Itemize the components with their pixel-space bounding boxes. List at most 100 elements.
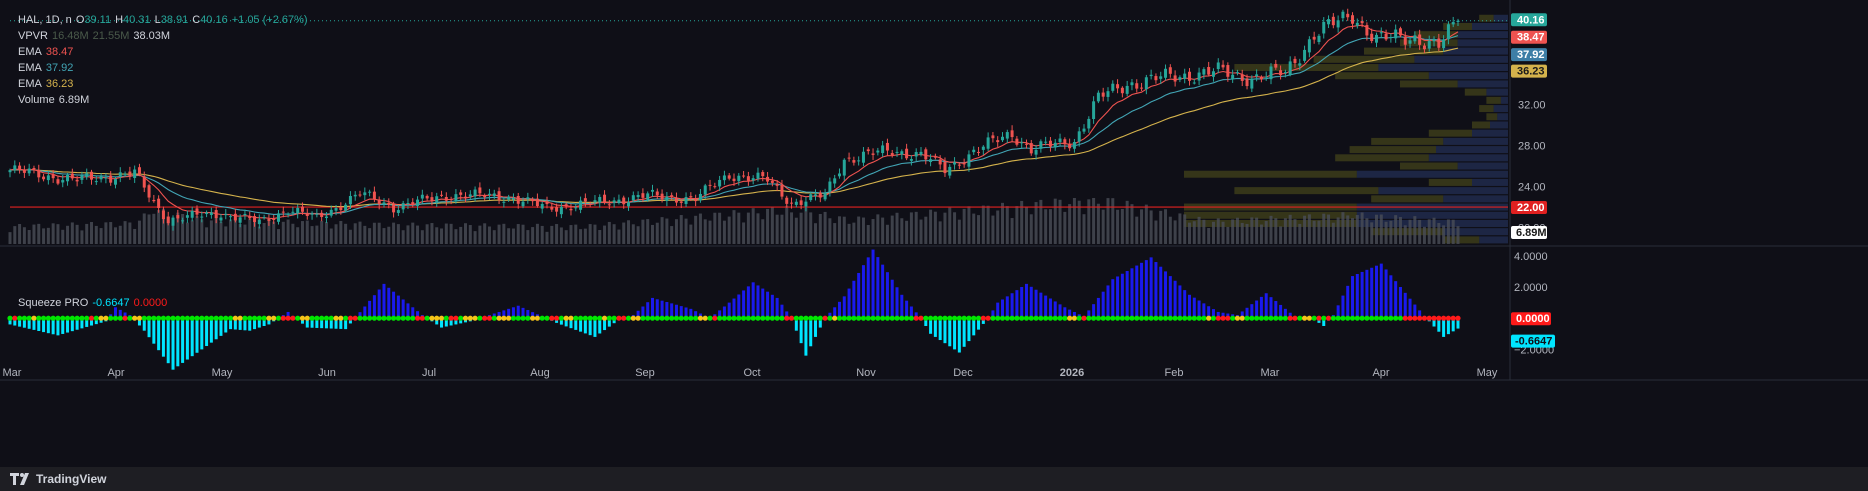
candle-body [737, 175, 741, 182]
candle-body [190, 210, 194, 218]
squeeze-dot [688, 315, 694, 321]
volume-bar [588, 224, 592, 244]
high-label: H [115, 14, 124, 26]
ema-legend-1[interactable]: EMA 38.47 [18, 46, 77, 58]
candle-body [502, 201, 506, 203]
squeeze-dot [1412, 315, 1418, 321]
squeeze-bar [766, 291, 770, 319]
candle-body [1250, 78, 1254, 89]
candle-body [1355, 22, 1359, 26]
squeeze-dot [1191, 315, 1197, 321]
volume-bar [1116, 209, 1120, 244]
candle-body [300, 206, 304, 212]
candle-body [1024, 143, 1028, 145]
squeeze-dot [410, 315, 416, 321]
volume-bar [655, 222, 659, 244]
candle-body [70, 173, 74, 179]
volume-bar [243, 224, 247, 244]
candle-body [1125, 85, 1129, 94]
volume-profile-bar-up [1428, 129, 1472, 137]
time-tick-label: Aug [530, 367, 550, 379]
symbol-label[interactable]: HAL, 1D, n [18, 14, 72, 26]
candle-body [310, 213, 314, 215]
squeeze-bar [881, 264, 885, 319]
candle-body [1283, 72, 1287, 74]
squeeze-bar [152, 318, 156, 344]
candle-body [1446, 24, 1450, 40]
squeeze-bar [977, 318, 981, 330]
squeeze-dot [534, 315, 541, 321]
squeeze-dot [1311, 315, 1317, 321]
candle-body [842, 159, 846, 176]
volume-bar [962, 208, 966, 244]
volume-bar [1307, 214, 1311, 244]
volume-bar [1442, 225, 1446, 244]
candle-body [1408, 40, 1412, 44]
volume-bar [646, 219, 650, 244]
volume-legend[interactable]: Volume 6.89M [18, 94, 93, 106]
squeeze-dot [832, 315, 838, 321]
squeeze-bar [991, 310, 995, 319]
squeeze-dot [645, 315, 651, 321]
squeeze-dot [429, 315, 435, 321]
tradingview-logo-icon[interactable] [10, 473, 32, 485]
volume-bar [42, 228, 46, 244]
squeeze-bar [363, 306, 367, 319]
volume-bar [1259, 224, 1263, 244]
candle-body [128, 171, 132, 176]
candle-body [991, 135, 995, 139]
squeeze-dot [1067, 315, 1073, 321]
squeeze-dot [1100, 315, 1106, 321]
tradingview-brand[interactable]: TradingView [36, 472, 107, 486]
squeeze-bar [46, 318, 50, 334]
squeeze-bar [674, 304, 678, 319]
candle-body [315, 213, 319, 215]
time-tick-label: Apr [107, 367, 124, 379]
volume-bar [1178, 213, 1182, 244]
squeeze-bar [962, 318, 966, 347]
squeeze-bar [909, 306, 913, 319]
vpvr-legend[interactable]: VPVR 16.48M 21.55M 38.03M [18, 30, 174, 42]
squeeze-dot [434, 315, 440, 321]
squeeze-dot [577, 315, 584, 321]
squeeze-bar [694, 311, 698, 319]
volume-bar [1192, 221, 1196, 244]
squeeze-dot [12, 315, 18, 321]
squeeze-bar [1322, 318, 1326, 326]
ema-legend-2[interactable]: EMA 37.92 [18, 62, 77, 74]
candle-body [799, 200, 803, 205]
candle-body [746, 176, 750, 181]
chart-canvas[interactable]: 32.0028.0024.0020.0040.1638.4737.9236.23… [0, 0, 1868, 467]
candle-body [583, 198, 587, 202]
candle-body [46, 175, 50, 181]
squeeze-dot [1431, 315, 1437, 321]
volume-bar [622, 222, 626, 244]
price-badge-bg [1511, 30, 1547, 44]
candle-body [885, 142, 889, 151]
squeeze-legend[interactable]: Squeeze PRO -0.6647 0.0000 [18, 297, 171, 309]
squeeze-bar [406, 303, 410, 319]
volume-bar [416, 225, 420, 244]
volume-bar [986, 205, 990, 244]
volume-bar [1211, 221, 1215, 244]
squeeze-bar [1221, 312, 1225, 319]
squeeze-bar [1408, 298, 1412, 319]
volume-bar [1144, 204, 1148, 244]
high-value: 40.31 [123, 14, 151, 26]
squeeze-dot [1047, 315, 1054, 321]
ema-legend-3[interactable]: EMA 36.23 [18, 78, 77, 90]
squeeze-dot [79, 315, 85, 321]
volume-bar [209, 220, 213, 244]
candle-body [890, 153, 894, 156]
time-tick-label: Feb [1165, 367, 1184, 379]
candle-body [27, 168, 31, 174]
squeeze-dot [414, 315, 421, 321]
squeeze-dot [1393, 315, 1399, 321]
candle-body [636, 195, 640, 198]
squeeze-dot [822, 315, 828, 321]
volume-bar [310, 226, 314, 244]
volume-profile-bar-up [1428, 178, 1472, 186]
candle-body [37, 169, 41, 178]
volume-bar [1432, 217, 1436, 244]
candle-body [895, 151, 899, 153]
